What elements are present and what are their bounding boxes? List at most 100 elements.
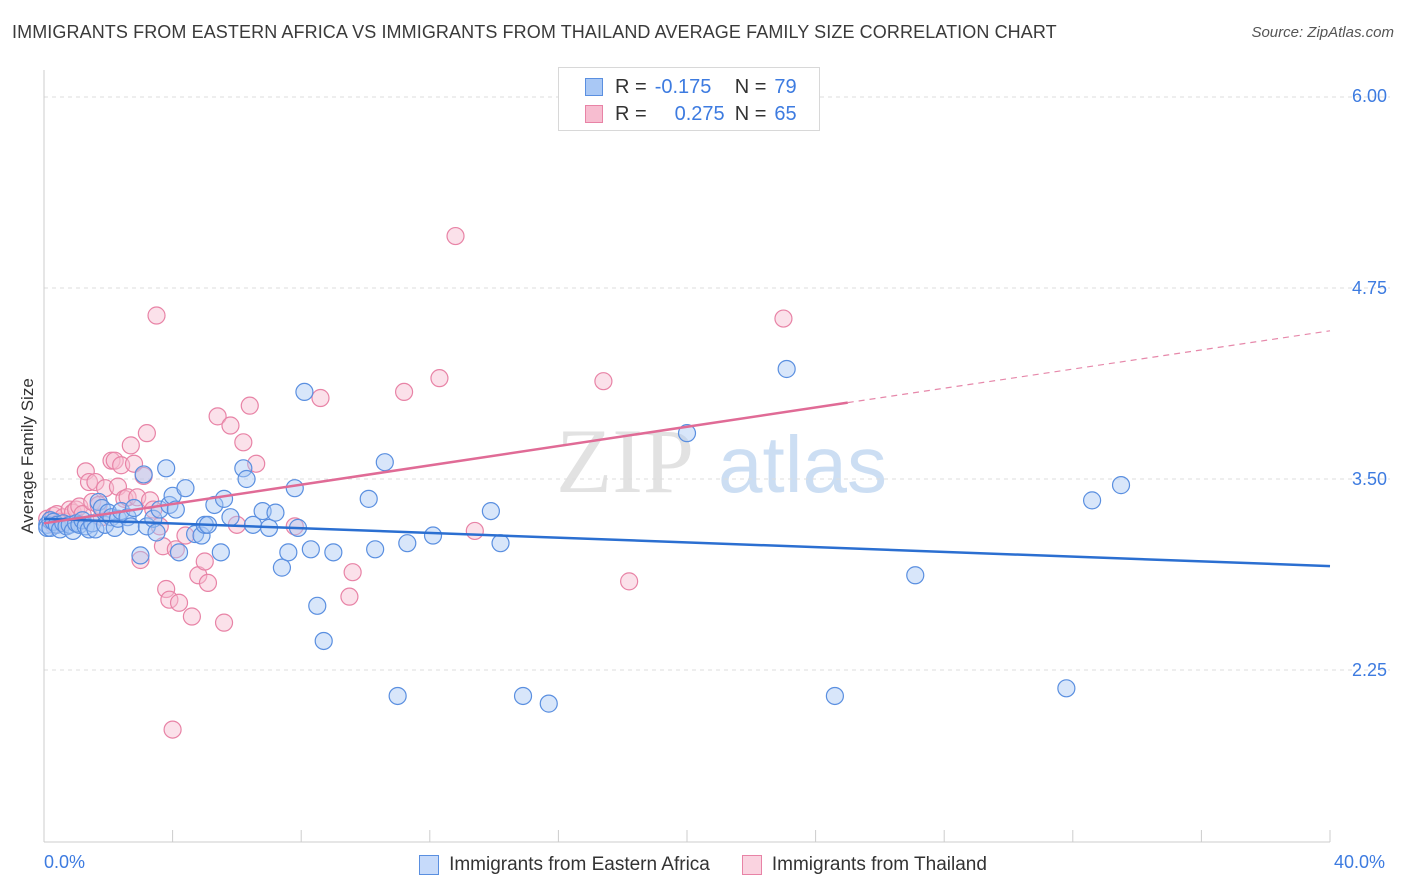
thailand-point bbox=[131, 550, 150, 570]
thailand-point bbox=[340, 587, 359, 606]
thailand-trend-line-extension bbox=[847, 330, 1331, 404]
legend-swatch-pink bbox=[585, 105, 603, 123]
thailand-point bbox=[182, 607, 201, 626]
stats-legend: R = -0.175 N = 79 R = 0.275 N = 65 bbox=[558, 67, 820, 131]
eastern-africa-point bbox=[423, 526, 443, 545]
thailand-point bbox=[157, 579, 176, 599]
y-tick-label-3.50: 3.50 bbox=[1352, 469, 1388, 489]
eastern-africa-point bbox=[825, 686, 844, 706]
legend-n-label: N = bbox=[734, 102, 767, 125]
eastern-africa-trend-line bbox=[43, 517, 1331, 568]
grid-lines bbox=[44, 96, 1390, 671]
eastern-africa-point bbox=[301, 540, 320, 559]
eastern-africa-point bbox=[1082, 491, 1102, 510]
legend-swatch-pink bbox=[741, 855, 762, 875]
thailand-point bbox=[166, 540, 185, 559]
thailand-point bbox=[240, 396, 259, 415]
y-tick-label-4.75: 4.75 bbox=[1352, 278, 1388, 298]
eastern-africa-point bbox=[272, 558, 292, 577]
eastern-africa-point bbox=[221, 508, 240, 527]
thailand-trend-line bbox=[43, 401, 848, 525]
eastern-africa-point bbox=[134, 465, 153, 484]
x-tick-label-min: 0.0% bbox=[44, 852, 86, 872]
series-legend: Immigrants from Eastern Africa Immigrant… bbox=[0, 851, 1406, 879]
legend-label-eastern-africa: Immigrants from Eastern Africa bbox=[449, 854, 710, 875]
eastern-africa-point bbox=[295, 382, 314, 402]
legend-r-label: R = bbox=[615, 75, 647, 98]
eastern-africa-point bbox=[539, 694, 558, 713]
thailand-point bbox=[79, 472, 99, 492]
eastern-africa-point bbox=[314, 631, 333, 651]
eastern-africa-point bbox=[266, 503, 285, 522]
eastern-africa-point bbox=[677, 424, 697, 443]
legend-swatch-blue bbox=[585, 78, 603, 96]
thailand-point bbox=[446, 226, 465, 246]
y-tick-label-6.00: 6.00 bbox=[1352, 86, 1388, 106]
legend-r-label: R = bbox=[615, 102, 647, 125]
thailand-point bbox=[465, 521, 484, 541]
eastern-africa-point bbox=[147, 523, 166, 542]
eastern-africa-point bbox=[279, 543, 298, 562]
eastern-africa-point bbox=[192, 526, 211, 545]
watermark: ZIP atlas bbox=[556, 410, 887, 512]
legend-r-value: 0.275 bbox=[674, 102, 725, 125]
trend-lines bbox=[43, 330, 1331, 568]
eastern-africa-point bbox=[211, 543, 230, 562]
eastern-africa-point bbox=[366, 540, 385, 559]
stats-legend-row-eastern-africa: R = -0.175 N = 79 bbox=[559, 73, 797, 101]
source-label: Source: ZipAtlas.com bbox=[1251, 24, 1394, 41]
thailand-point bbox=[343, 563, 362, 582]
thailand-point bbox=[394, 382, 414, 402]
eastern-africa-point bbox=[214, 489, 234, 508]
eastern-africa-point bbox=[169, 543, 189, 562]
thailand-point bbox=[147, 306, 166, 325]
legend-item-eastern-africa: Immigrants from Eastern Africa bbox=[419, 854, 710, 876]
legend-n-value: 79 bbox=[774, 75, 797, 98]
thailand-point bbox=[86, 472, 105, 492]
eastern-africa-point bbox=[491, 534, 510, 553]
thailand-point bbox=[620, 572, 639, 591]
eastern-africa-point bbox=[1111, 476, 1131, 495]
eastern-africa-point bbox=[324, 543, 343, 562]
eastern-africa-point bbox=[388, 686, 407, 706]
watermark-zip: ZIP bbox=[556, 410, 694, 512]
thailand-point bbox=[221, 416, 240, 435]
thailand-point bbox=[594, 372, 613, 391]
axes bbox=[43, 70, 1331, 843]
legend-n-label: N = bbox=[734, 75, 767, 98]
watermark-atlas: atlas bbox=[718, 420, 887, 509]
eastern-africa-point bbox=[513, 686, 533, 706]
eastern-africa-point bbox=[481, 501, 500, 521]
eastern-africa-point bbox=[131, 546, 150, 565]
legend-n-value: 65 bbox=[774, 102, 797, 125]
thailand-point bbox=[169, 593, 189, 612]
y-axis-label: Average Family Size bbox=[18, 378, 37, 534]
legend-item-thailand: Immigrants from Thailand bbox=[741, 854, 987, 876]
thailand-point bbox=[163, 720, 182, 739]
eastern-africa-point bbox=[308, 596, 327, 615]
eastern-africa-point bbox=[398, 534, 417, 553]
eastern-africa-point bbox=[375, 453, 394, 472]
thailand-point bbox=[774, 309, 793, 328]
thailand-point bbox=[137, 424, 156, 443]
legend-swatch-blue bbox=[419, 855, 440, 875]
thailand-point bbox=[195, 552, 214, 571]
y-tick-label-2.25: 2.25 bbox=[1352, 660, 1388, 680]
eastern-africa-point bbox=[234, 459, 253, 478]
eastern-africa-point bbox=[176, 479, 195, 498]
thailand-point bbox=[430, 369, 449, 388]
legend-r-value: -0.175 bbox=[654, 75, 712, 98]
eastern-africa-point bbox=[285, 479, 304, 498]
legend-label-thailand: Immigrants from Thailand bbox=[771, 854, 987, 875]
thailand-point bbox=[214, 613, 234, 632]
thailand-point bbox=[198, 573, 218, 593]
thailand-point bbox=[121, 436, 140, 455]
eastern-africa-point bbox=[157, 459, 176, 478]
eastern-africa-point bbox=[121, 517, 140, 536]
series-eastern-africa-points bbox=[38, 359, 1131, 713]
x-tick-label-max: 40.0% bbox=[1334, 852, 1386, 872]
thailand-point bbox=[208, 407, 227, 426]
chart-title: IMMIGRANTS FROM EASTERN AFRICA VS IMMIGR… bbox=[12, 22, 1057, 42]
eastern-africa-point bbox=[237, 469, 256, 489]
